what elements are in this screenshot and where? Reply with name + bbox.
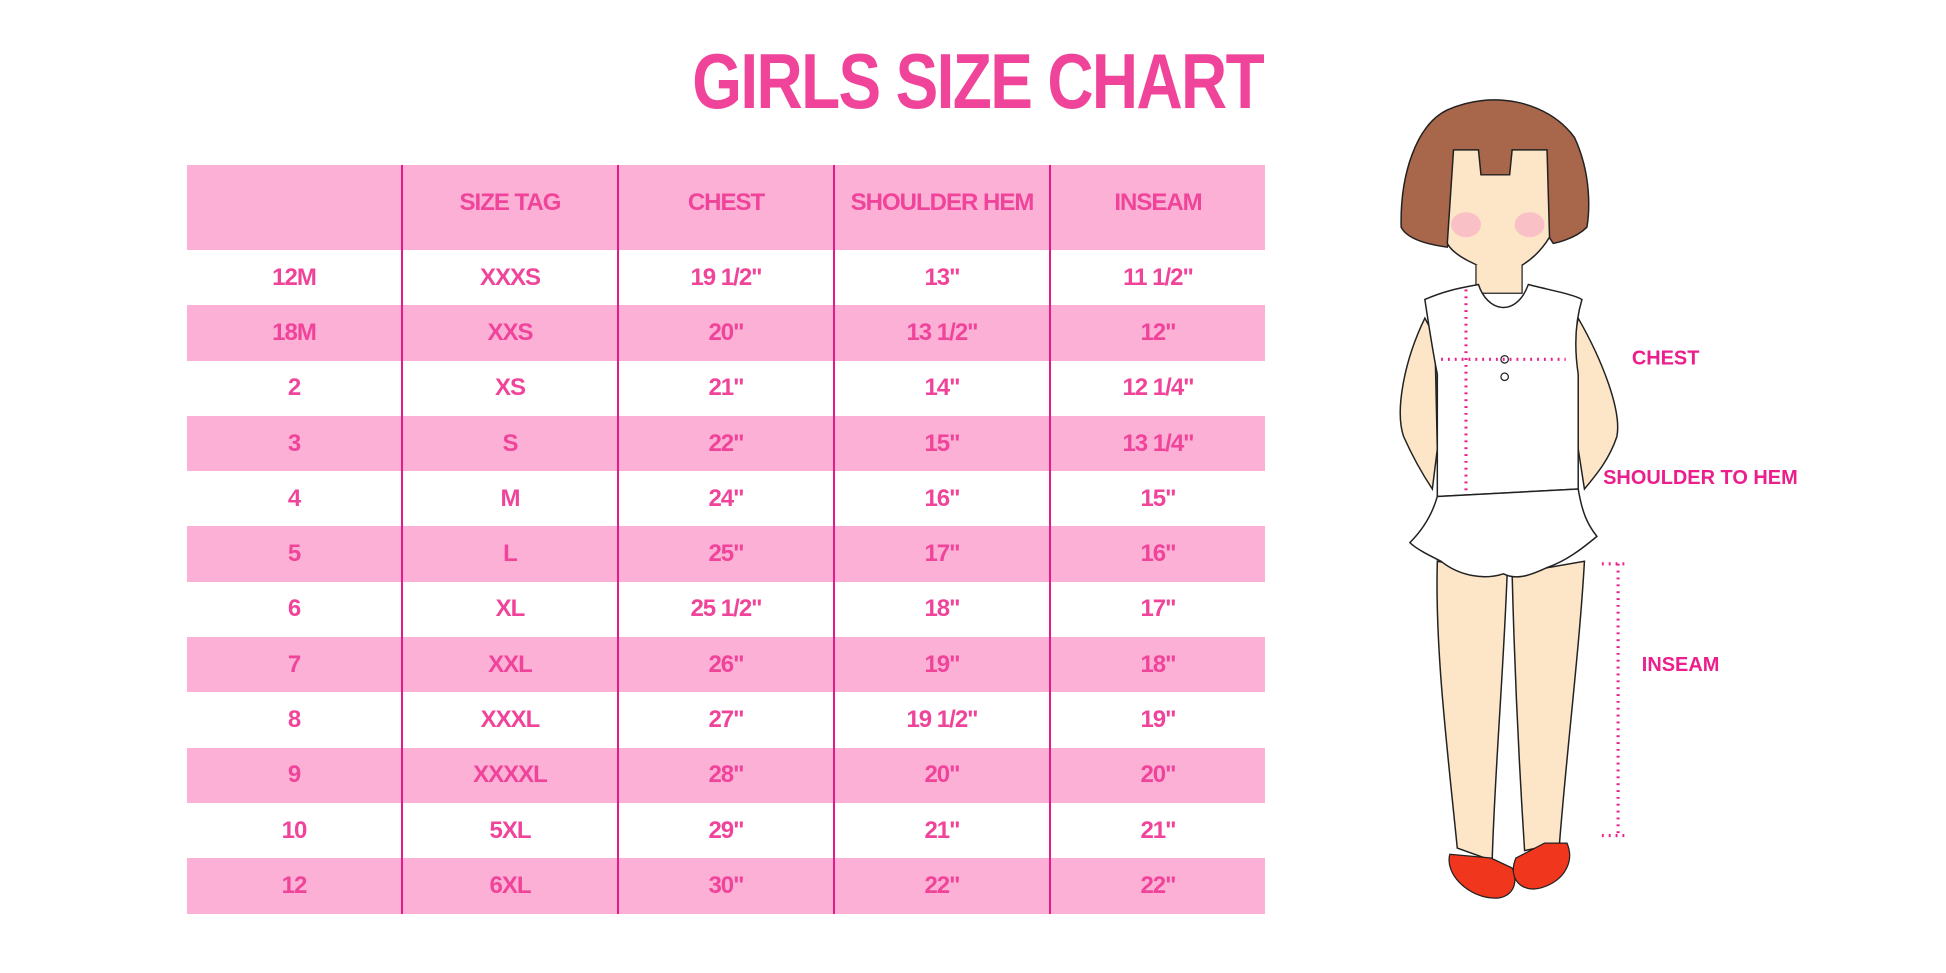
- arm: [1573, 316, 1619, 491]
- table-cell: 29": [617, 802, 833, 859]
- table-cell: 13 1/2": [833, 305, 1049, 361]
- table-cell: XS: [401, 360, 617, 416]
- table-cell: 7: [287, 650, 301, 678]
- shoe: [1512, 842, 1571, 890]
- shoulder-to-hem-label: SHOULDER TO HEM: [1603, 467, 1798, 489]
- button: [1500, 372, 1510, 382]
- table-header-row: SIZE TAG CHEST SHOULDER HEM INSEAM: [187, 165, 1265, 250]
- size-chart-table: SIZE TAG CHEST SHOULDER HEM INSEAM 12M XX…: [187, 165, 1265, 914]
- table-cell: 12M: [272, 263, 317, 291]
- table-row: 3 S 22" 15" 13 1/4": [187, 415, 1265, 472]
- chest-label: CHEST: [1632, 347, 1700, 369]
- table-cell: 15": [1049, 471, 1265, 527]
- leg: [1436, 560, 1508, 862]
- table-cell: 13 1/4": [1049, 415, 1265, 472]
- header-cell: INSEAM: [1049, 165, 1265, 250]
- table-row: 6 XL 25 1/2" 18" 17": [187, 581, 1265, 638]
- table-cell: M: [401, 471, 617, 527]
- table-cell: 10: [281, 816, 308, 844]
- table-row: 5 L 25" 17" 16": [187, 526, 1265, 582]
- table-cell: XXXL: [401, 692, 617, 748]
- table-cell: 13": [833, 250, 1049, 306]
- table-cell: 12: [281, 871, 308, 899]
- table-row: 8 XXXL 27" 19 1/2" 19": [187, 692, 1265, 748]
- table-cell: 19 1/2": [833, 692, 1049, 748]
- table-row: 18M XXS 20" 13 1/2" 12": [187, 305, 1265, 361]
- table-row: 12 6XL 30" 22" 22": [187, 858, 1265, 914]
- table-cell: 4: [287, 484, 301, 512]
- table-cell: XXL: [401, 637, 617, 693]
- table-cell: 16": [1049, 526, 1265, 582]
- table-cell: 9: [287, 761, 301, 789]
- table-cell: 14": [833, 360, 1049, 416]
- table-cell: 19": [1049, 692, 1265, 748]
- table-cell: 12": [1049, 305, 1265, 361]
- table-cell: 22": [833, 858, 1049, 914]
- table-row: 10 5XL 29" 21" 21": [187, 802, 1265, 859]
- table-row: 12M XXXS 19 1/2" 13" 11 1/2": [187, 250, 1265, 306]
- table-row: 2 XS 21" 14" 12 1/4": [187, 360, 1265, 416]
- table-cell: 21": [617, 360, 833, 416]
- header-cell: CHEST: [617, 165, 833, 250]
- table-cell: XXXXL: [401, 747, 617, 803]
- table-cell: 5XL: [401, 802, 617, 859]
- button: [1500, 354, 1510, 364]
- table-cell: 6XL: [401, 858, 617, 914]
- bloomers: [1408, 488, 1598, 578]
- table-cell: 22": [617, 415, 833, 472]
- table-cell: XXXS: [401, 250, 617, 306]
- table-cell: 26": [617, 637, 833, 693]
- table-cell: 15": [833, 415, 1049, 472]
- table-cell: 2: [287, 374, 301, 402]
- table-cell: 28": [617, 747, 833, 803]
- table-cell: S: [401, 415, 617, 472]
- table-cell: 19 1/2": [617, 250, 833, 306]
- table-row: 4 M 24" 16" 15": [187, 471, 1265, 527]
- table-cell: XXS: [401, 305, 617, 361]
- table-cell: 20": [833, 747, 1049, 803]
- table-cell: L: [401, 526, 617, 582]
- page-title: GIRLS SIZE CHART: [692, 37, 1264, 125]
- table-cell: 30": [617, 858, 833, 914]
- table-cell: 24": [617, 471, 833, 527]
- table-cell: 5: [287, 540, 301, 568]
- cheek: [1514, 212, 1545, 238]
- table-cell: 20": [617, 305, 833, 361]
- table-row: 9 XXXXL 28" 20" 20": [187, 747, 1265, 803]
- table-cell: 11 1/2": [1049, 250, 1265, 306]
- header-cell: [187, 165, 401, 250]
- table-cell: XL: [401, 581, 617, 638]
- table-cell: 18": [1049, 637, 1265, 693]
- table-cell: 22": [1049, 858, 1265, 914]
- table-cell: 12 1/4": [1049, 360, 1265, 416]
- table-cell: 25": [617, 526, 833, 582]
- arm: [1399, 316, 1439, 492]
- table-cell: 21": [1049, 802, 1265, 859]
- header-cell: SHOULDER HEM: [833, 165, 1049, 250]
- table-cell: 19": [833, 637, 1049, 693]
- table-cell: 21": [833, 802, 1049, 859]
- dress-top: [1424, 283, 1583, 498]
- table-cell: 17": [833, 526, 1049, 582]
- table-cell: 27": [617, 692, 833, 748]
- inseam-label: INSEAM: [1642, 654, 1720, 676]
- table-cell: 8: [287, 706, 301, 734]
- table-cell: 16": [833, 471, 1049, 527]
- table-cell: 3: [287, 429, 301, 457]
- table-cell: 18": [833, 581, 1049, 638]
- table-cell: 17": [1049, 581, 1265, 638]
- shoe: [1448, 853, 1516, 899]
- table-cell: 25 1/2": [617, 581, 833, 638]
- child-figure-illustration: CHEST SHOULDER TO HEM INSEAM: [1399, 99, 1798, 899]
- table-row: 7 XXL 26" 19" 18": [187, 637, 1265, 693]
- header-cell: SIZE TAG: [401, 165, 617, 250]
- leg: [1511, 560, 1586, 852]
- table-cell: 6: [287, 595, 301, 623]
- table-cell: 18M: [272, 318, 317, 346]
- cheek: [1451, 212, 1481, 238]
- table-cell: 20": [1049, 747, 1265, 803]
